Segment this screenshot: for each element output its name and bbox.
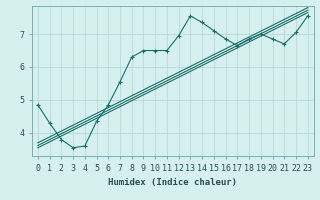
X-axis label: Humidex (Indice chaleur): Humidex (Indice chaleur): [108, 178, 237, 187]
